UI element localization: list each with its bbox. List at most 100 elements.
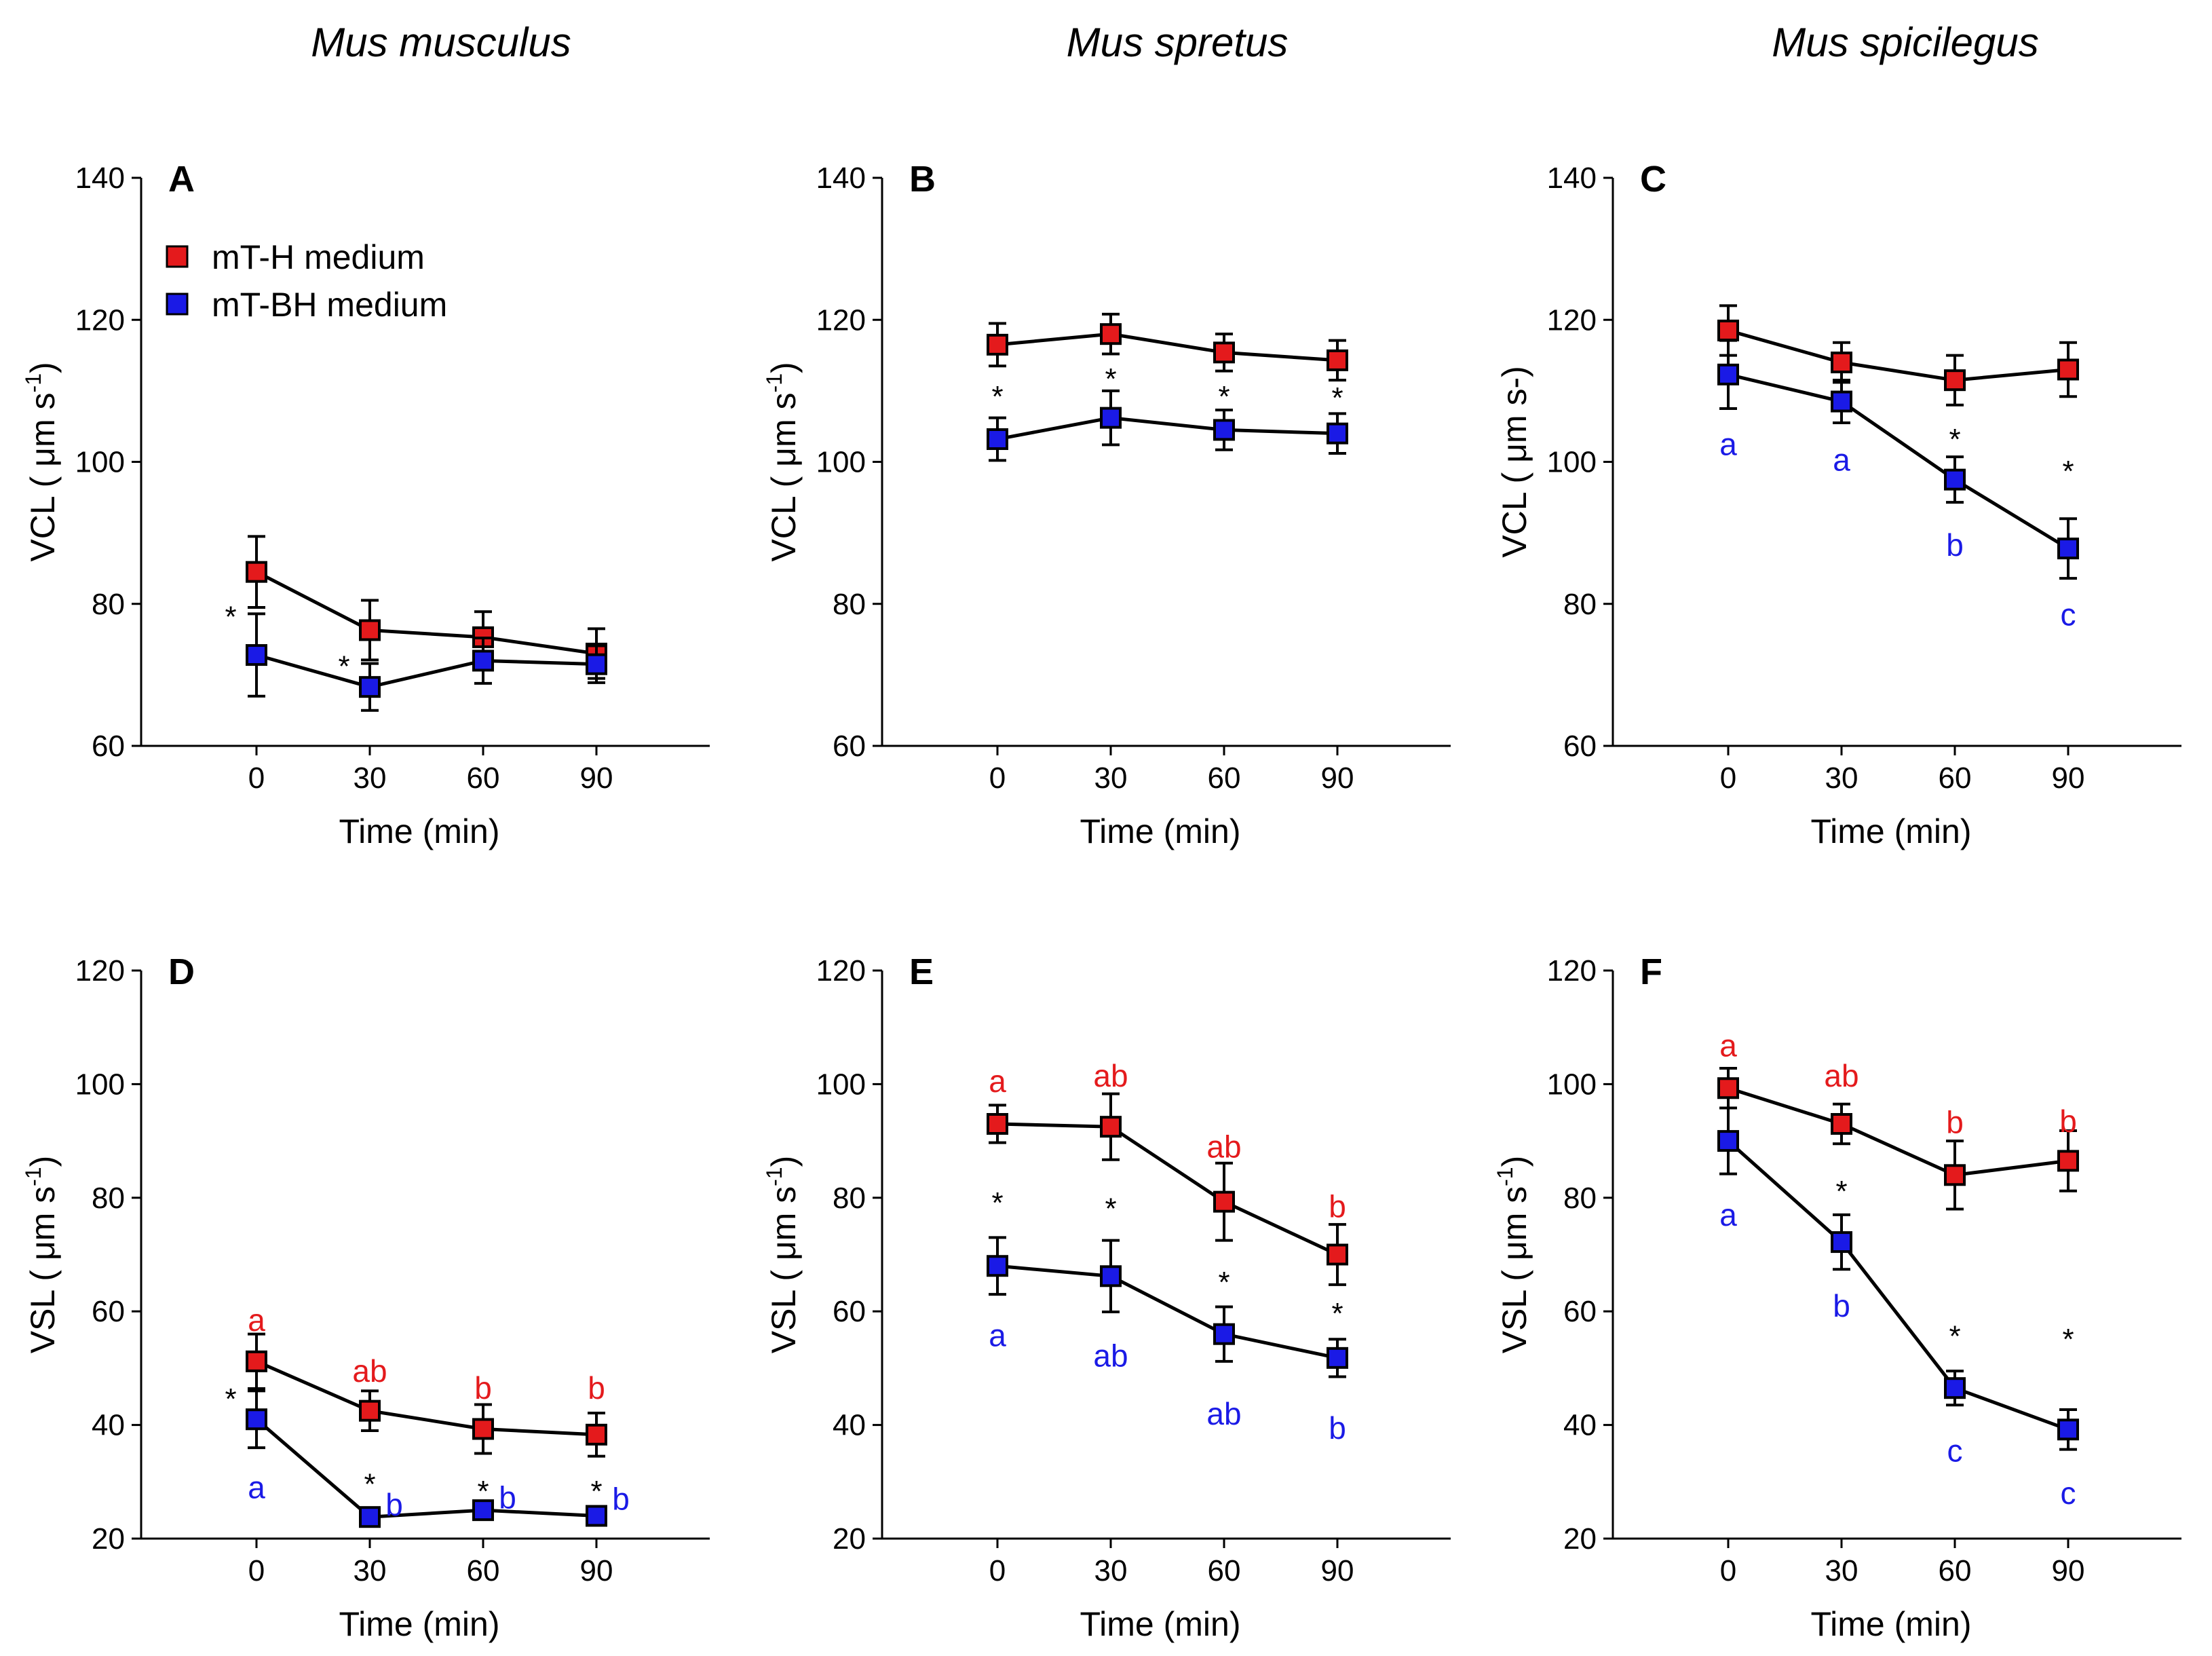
y-tick-label-f: 80 <box>1563 1182 1597 1215</box>
data-point-c-0 <box>1831 352 1852 374</box>
x-tick-label-f: 90 <box>2052 1554 2085 1587</box>
y-tick-label-a: 60 <box>92 730 125 763</box>
y-tick-label-b: 120 <box>816 303 866 337</box>
data-point-a-1 <box>586 653 607 675</box>
significance-star-f: * <box>1949 1320 1960 1353</box>
group-letter-f: ab <box>1824 1058 1858 1093</box>
data-point-d-0 <box>359 1399 381 1422</box>
data-point-d-1 <box>586 1505 607 1527</box>
panel-letter-a: A <box>168 159 195 200</box>
x-tick-label-b: 0 <box>989 761 1006 795</box>
data-point-d-1 <box>246 1408 267 1431</box>
x-tick-label-b: 90 <box>1321 761 1354 795</box>
data-point-b-1 <box>1327 422 1348 445</box>
panel-b: 60 80 100 120 140 0 30 60 90 Time (min) VCL ( μm s… <box>762 159 1451 850</box>
group-letter-d: ab <box>352 1353 387 1389</box>
x-axis-title-e: Time (min) <box>1080 1605 1240 1643</box>
data-point-a-0 <box>359 619 381 641</box>
group-letter-d: b <box>385 1487 403 1522</box>
group-letter-c: c <box>2061 597 2076 632</box>
y-tick-label-f: 40 <box>1563 1409 1597 1442</box>
x-axis-title-f: Time (min) <box>1810 1605 1971 1643</box>
data-point-b-0 <box>1327 349 1348 371</box>
data-point-c-0 <box>1717 319 1739 341</box>
data-point-b-1 <box>1213 419 1235 441</box>
y-tick-label-f: 120 <box>1547 954 1597 987</box>
x-axis-title-c: Time (min) <box>1810 812 1971 850</box>
y-tick-label-d: 80 <box>92 1182 125 1215</box>
series-line-f-1 <box>1727 1140 2069 1431</box>
legend-swatch-mt-bh <box>166 293 189 316</box>
y-tick-label-e: 40 <box>833 1409 866 1442</box>
x-tick-label-e: 0 <box>989 1554 1006 1587</box>
group-letter-c: b <box>1946 527 1964 563</box>
x-tick-label-a: 0 <box>248 761 265 795</box>
x-tick-label-e: 90 <box>1321 1554 1354 1587</box>
y-tick-label-e: 20 <box>833 1522 866 1556</box>
data-point-e-1 <box>987 1255 1008 1277</box>
data-point-c-1 <box>1717 363 1739 385</box>
x-tick-label-c: 0 <box>1720 761 1736 795</box>
data-point-f-1 <box>1717 1130 1739 1152</box>
panel-f: 20 40 60 80 100 120 0 30 60 90 Time (min) VSL ( μm … <box>1493 952 2181 1643</box>
group-letter-e: ab <box>1206 1129 1241 1164</box>
x-tick-label-b: 60 <box>1208 761 1241 795</box>
column-title-mus-spicilegus: Mus spicilegus <box>1772 20 2039 65</box>
x-tick-label-f: 0 <box>1720 1554 1736 1587</box>
y-tick-label-c: 120 <box>1547 303 1597 337</box>
group-letter-f: b <box>1833 1288 1850 1323</box>
data-point-c-1 <box>2057 538 2079 560</box>
significance-star-f: * <box>2062 1323 2074 1356</box>
y-tick-label-b: 80 <box>833 588 866 621</box>
column-title-mus-spretus: Mus spretus <box>1067 20 1289 65</box>
significance-star-e: * <box>1105 1192 1116 1225</box>
panel-letter-b: B <box>909 159 936 200</box>
y-tick-label-c: 80 <box>1563 588 1597 621</box>
x-tick-label-a: 90 <box>580 761 613 795</box>
series-line-e-0 <box>997 1122 1339 1256</box>
x-tick-label-d: 90 <box>580 1554 613 1587</box>
group-letter-e: ab <box>1093 1058 1128 1093</box>
y-axis-title-a: VCL ( μm s-1) <box>21 362 62 561</box>
series-line-e-1 <box>997 1264 1338 1360</box>
data-point-a-1 <box>246 644 267 666</box>
data-point-d-0 <box>586 1423 607 1446</box>
group-letter-d: a <box>248 1302 265 1338</box>
y-tick-label-d: 100 <box>75 1068 125 1101</box>
significance-star-b: * <box>1105 362 1116 396</box>
series-line-f-0 <box>1728 1086 2069 1177</box>
x-tick-label-c: 90 <box>2052 761 2085 795</box>
y-tick-label-a: 80 <box>92 588 125 621</box>
x-tick-label-c: 30 <box>1825 761 1858 795</box>
y-tick-label-f: 20 <box>1563 1522 1597 1556</box>
y-axis-title-d: VSL ( μm s-1) <box>21 1156 62 1354</box>
data-point-e-0 <box>987 1112 1008 1135</box>
y-tick-label-b: 140 <box>816 162 866 195</box>
panel-d: 20 40 60 80 100 120 0 30 60 90 Time (min) VSL ( μm … <box>21 952 710 1643</box>
data-point-b-1 <box>1100 407 1122 429</box>
data-point-a-1 <box>472 650 494 672</box>
significance-star-d: * <box>590 1475 602 1508</box>
y-tick-label-a: 120 <box>75 303 125 337</box>
panel-letter-f: F <box>1640 952 1662 992</box>
data-point-a-0 <box>246 561 267 583</box>
significance-star-c: * <box>1949 423 1960 456</box>
panel-letter-e: E <box>909 952 934 992</box>
y-tick-label-a: 100 <box>75 446 125 479</box>
y-tick-label-b: 100 <box>816 446 866 479</box>
group-letter-f: a <box>1719 1197 1737 1232</box>
data-point-f-1 <box>2057 1418 2079 1441</box>
x-tick-label-d: 60 <box>467 1554 500 1587</box>
significance-star-e: * <box>991 1186 1003 1220</box>
data-point-f-0 <box>1831 1112 1852 1135</box>
significance-star-b: * <box>1331 381 1343 415</box>
column-title-mus-musculus: Mus musculus <box>311 20 571 65</box>
panel-a: 60 80 100 120 140 0 30 60 90 Time (min) VCL ( μm s… <box>21 159 710 850</box>
data-point-c-0 <box>2057 358 2079 381</box>
y-axis-title-b: VCL ( μm s-1) <box>762 362 803 561</box>
data-point-c-1 <box>1831 390 1852 413</box>
significance-star-e: * <box>1218 1266 1229 1299</box>
y-tick-label-c: 60 <box>1563 730 1597 763</box>
data-point-f-0 <box>2057 1150 2079 1172</box>
group-letter-e: a <box>989 1064 1006 1099</box>
